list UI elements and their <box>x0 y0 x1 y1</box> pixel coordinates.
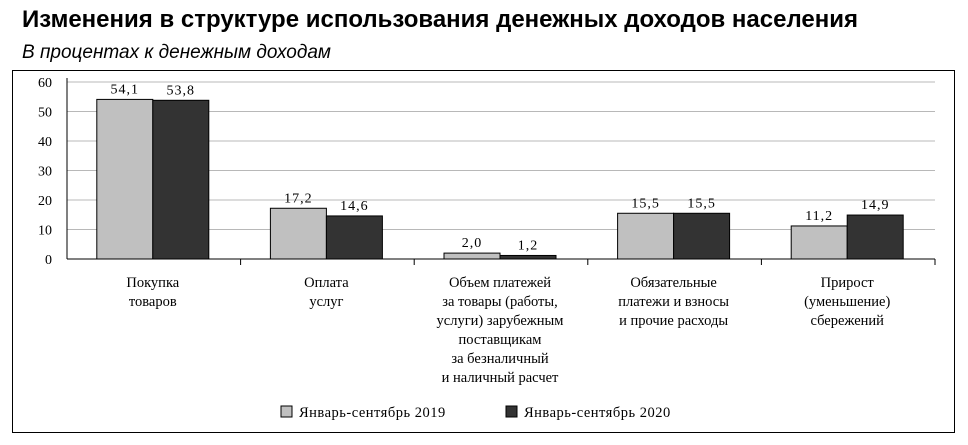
data-label: 14,9 <box>861 198 890 213</box>
category-label: Покупка <box>126 275 179 291</box>
y-tick-label: 40 <box>38 135 52 150</box>
category-label: за товары (работы, <box>442 294 558 310</box>
y-tick-label: 50 <box>38 106 52 121</box>
chart-frame <box>12 70 955 433</box>
bar <box>673 212 731 260</box>
category-label: Обязательные <box>630 275 717 291</box>
category-label: поставщикам <box>459 332 542 348</box>
y-tick-label: 0 <box>45 253 52 268</box>
data-label: 15,5 <box>631 196 660 211</box>
category-label: платежи и взносы <box>618 294 729 310</box>
data-label: 54,1 <box>111 82 140 97</box>
bar <box>269 207 327 260</box>
chart-title: Изменения в структуре использования дене… <box>22 6 859 33</box>
category-label: за безналичный <box>451 351 548 367</box>
data-label: 14,6 <box>340 199 369 214</box>
legend-label: Январь-сентябрь 2019 <box>299 405 446 421</box>
bar <box>499 254 557 260</box>
bar <box>96 98 154 260</box>
category-label: услуги) зарубежным <box>437 313 564 329</box>
y-tick-label: 20 <box>38 194 52 209</box>
bar <box>790 225 848 260</box>
y-tick-label: 60 <box>38 76 52 91</box>
data-label: 15,5 <box>687 196 716 211</box>
bar <box>443 252 501 260</box>
bar <box>617 212 675 260</box>
legend-label: Январь-сентябрь 2020 <box>524 405 671 421</box>
category-label: и прочие расходы <box>619 313 728 329</box>
data-label: 11,2 <box>805 209 833 224</box>
category-label: Объем платежей <box>449 275 551 291</box>
category-label: товаров <box>129 294 177 310</box>
chart-subtitle: В процентах к денежным доходам <box>22 42 331 63</box>
data-label: 53,8 <box>167 83 196 98</box>
bar <box>846 214 904 260</box>
category-label: (уменьшение) <box>804 294 890 310</box>
data-label: 2,0 <box>462 236 483 251</box>
y-tick-label: 30 <box>38 165 52 180</box>
y-tick-label: 10 <box>38 224 52 239</box>
bar <box>325 215 383 260</box>
bar <box>152 99 210 260</box>
legend-swatch <box>280 405 293 418</box>
category-label: Оплата <box>304 275 349 291</box>
data-label: 17,2 <box>284 191 313 206</box>
data-label: 1,2 <box>518 238 539 253</box>
category-label: и наличный расчет <box>442 370 559 386</box>
category-label: услуг <box>309 294 343 310</box>
category-label: Прирост <box>821 275 875 291</box>
category-label: сбережений <box>810 313 884 329</box>
legend-swatch <box>505 405 518 418</box>
